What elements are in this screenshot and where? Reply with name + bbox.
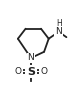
Text: O: O [41, 67, 48, 76]
Text: N: N [28, 54, 34, 62]
Text: H: H [56, 19, 62, 28]
Text: N: N [55, 27, 62, 36]
Text: O: O [14, 67, 21, 76]
Text: S: S [27, 67, 35, 77]
